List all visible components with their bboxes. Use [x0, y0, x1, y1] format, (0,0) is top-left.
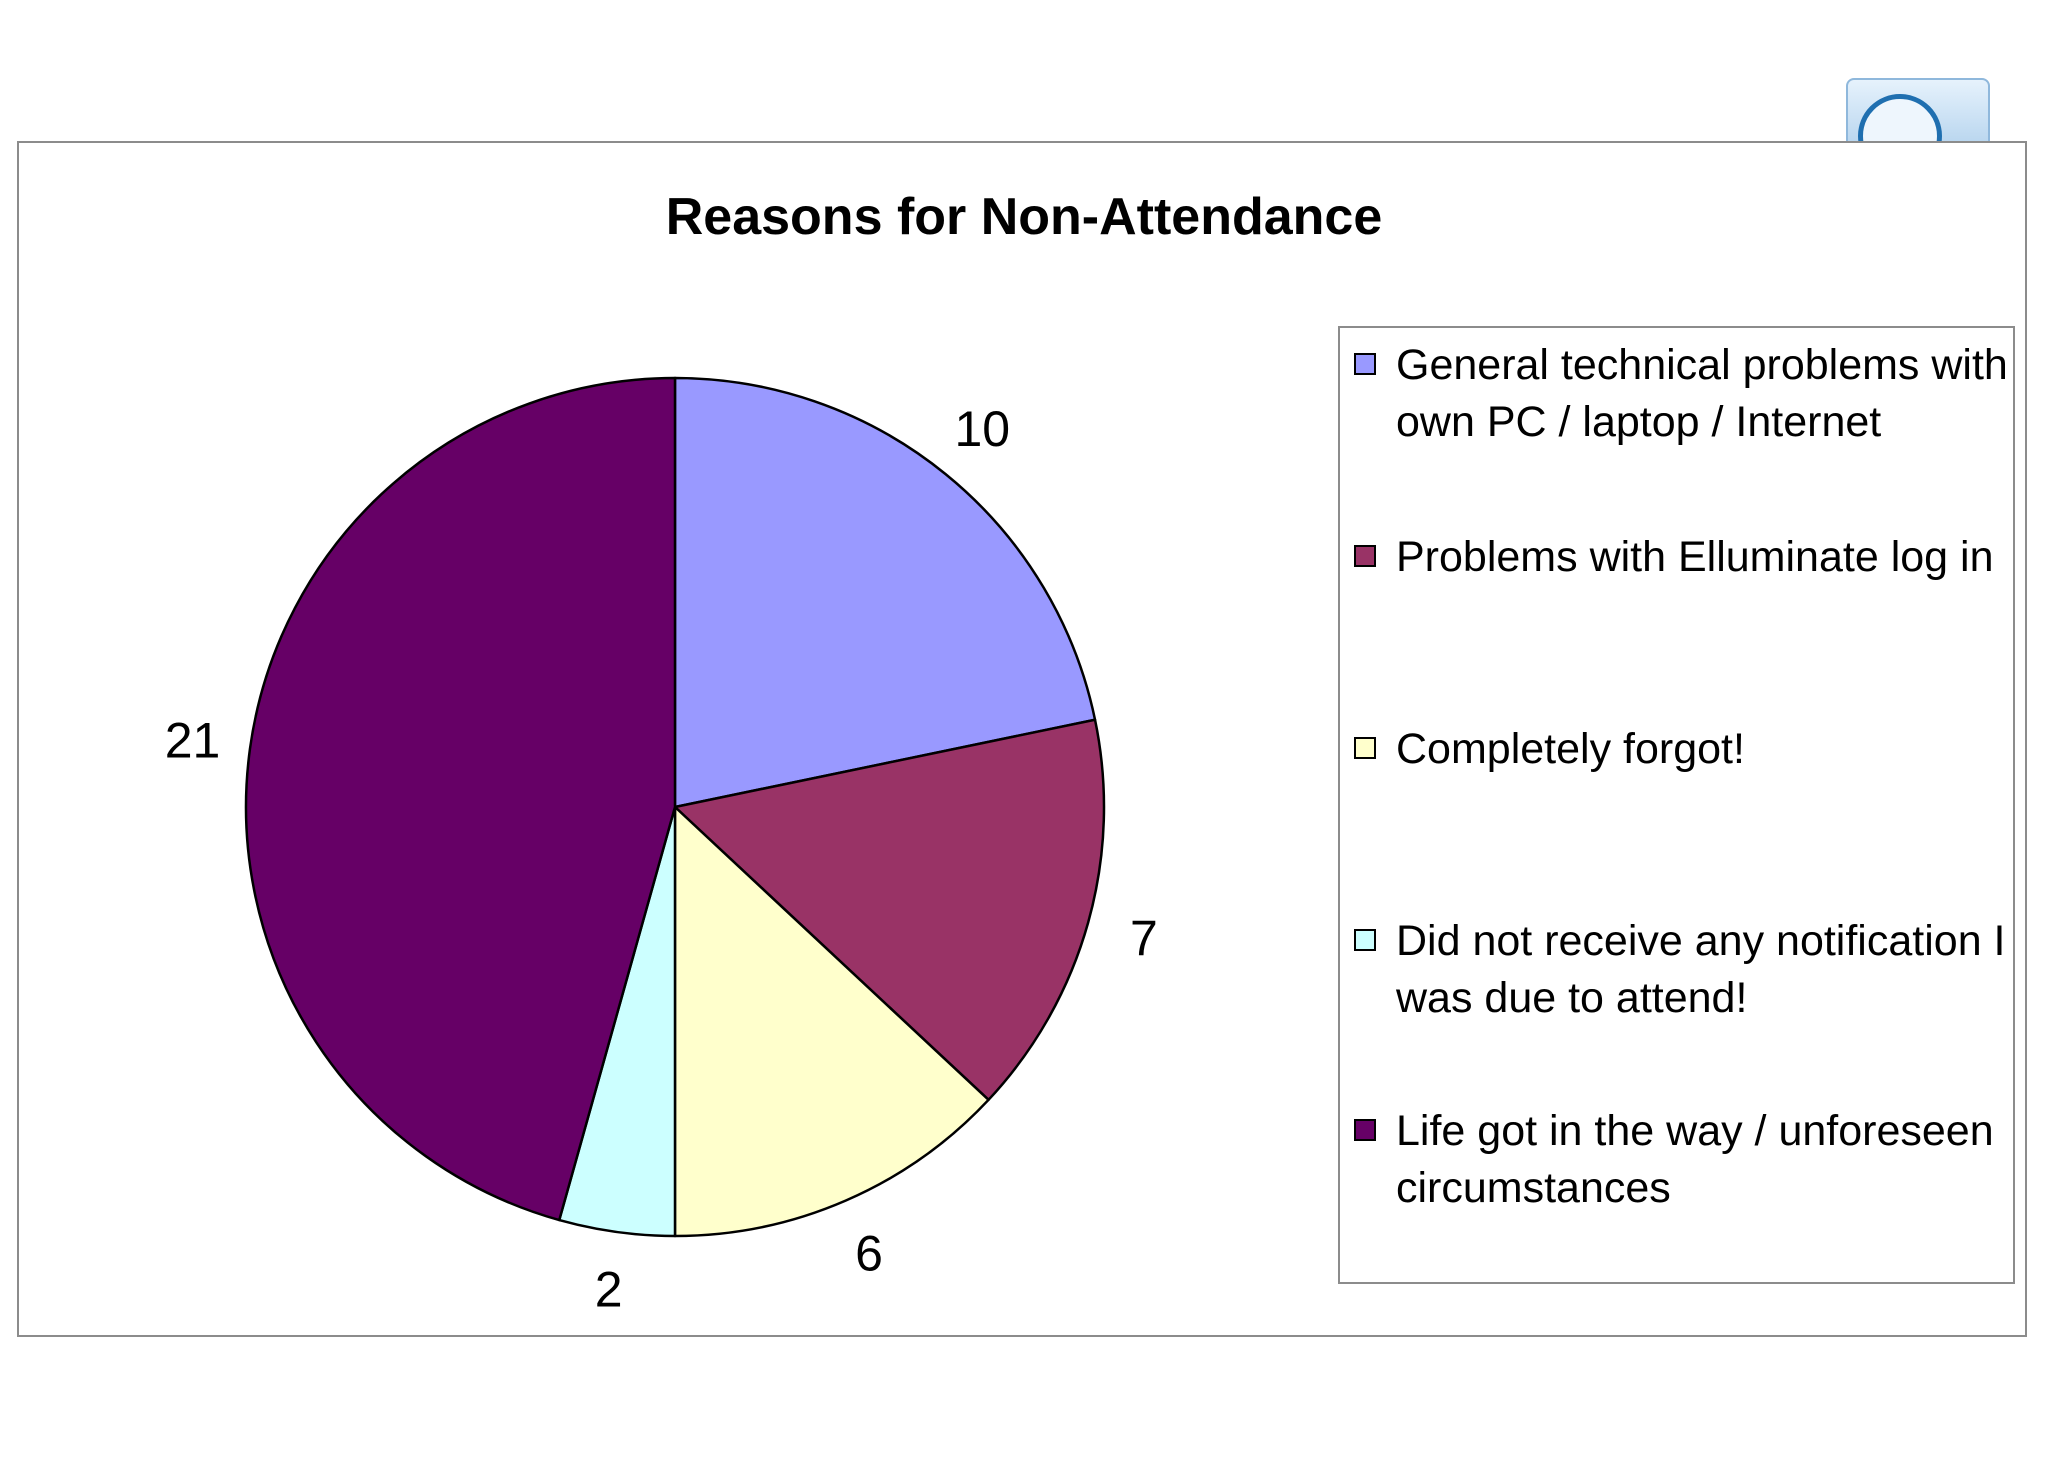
legend-swatch-elluminate-login [1354, 545, 1376, 567]
pie-chart: 10 7 6 2 21 [165, 376, 1158, 1318]
legend-swatch-no-notification [1354, 929, 1376, 951]
legend-label-elluminate-login: Problems with Elluminate log in [1396, 533, 1994, 581]
legend-label-no-notification: Did not receive any notification I was d… [1396, 917, 2006, 1022]
pie-slice-life-got-in-way [244, 376, 677, 1222]
data-label-no-notification: 2 [595, 1262, 623, 1318]
chart-title: Reasons for Non-Attendance [665, 188, 1383, 246]
chart-area: Reasons for Non-Attendance 10 7 6 2 21 Gener… [17, 141, 2027, 1337]
legend-label-life-got-in-way: Life got in the way / unforeseen circums… [1396, 1107, 1994, 1212]
pie-slice-completely-forgot [673, 805, 990, 1238]
legend-swatch-general-technical [1354, 353, 1376, 375]
legend-label-completely-forgot: Completely forgot! [1396, 725, 1745, 773]
legend-swatch-life-got-in-way [1354, 1119, 1376, 1141]
pie-slice-general-technical [673, 376, 1097, 809]
legend-swatch-completely-forgot [1354, 737, 1376, 759]
data-label-elluminate-login: 7 [1130, 910, 1158, 966]
ring-icon [1858, 94, 1942, 144]
corner-button[interactable] [1846, 78, 1990, 144]
data-label-general-technical: 10 [954, 401, 1010, 457]
data-label-completely-forgot: 6 [855, 1226, 883, 1282]
data-label-life-got-in-way: 21 [165, 713, 221, 769]
legend: General technical problems with own PC /… [1338, 326, 2015, 1284]
legend-label-general-technical: General technical problems with own PC /… [1396, 341, 2008, 446]
pie-slice-elluminate-login [673, 718, 1106, 1102]
